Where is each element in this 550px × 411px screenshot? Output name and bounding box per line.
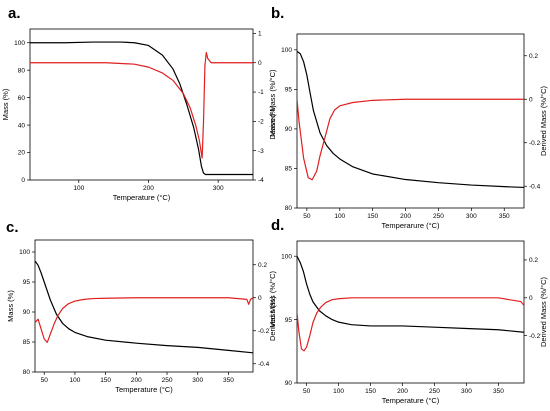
- y-tick-label: 95: [23, 279, 31, 286]
- y2-tick-label: -3: [258, 148, 264, 155]
- y2-tick-label: -0.2: [529, 140, 541, 147]
- plot-frame: [29, 28, 254, 181]
- y-tick-label: 60: [18, 95, 26, 102]
- x-tick-label: 150: [367, 213, 378, 220]
- y-tick-label: 100: [14, 40, 25, 47]
- mass-series-line: [30, 41, 253, 176]
- y-tick-label: 95: [285, 87, 293, 94]
- y-tick-label: 95: [285, 317, 293, 324]
- x-tick-label: 50: [303, 213, 311, 220]
- x-tick-label: 100: [73, 185, 84, 192]
- x-tick-label: 350: [223, 377, 234, 384]
- y-tick-label: 80: [285, 205, 293, 212]
- y2-tick-label: -0.2: [529, 333, 541, 340]
- y2-axis-label: Derived Mass (%/°C): [539, 276, 548, 347]
- y-tick-label: 100: [19, 249, 30, 256]
- x-tick-label: 150: [100, 377, 111, 384]
- x-tick-label: 300: [466, 213, 477, 220]
- x-tick-label: 150: [365, 388, 376, 395]
- y2-tick-label: 0.2: [258, 262, 267, 269]
- y-tick-label: 100: [281, 47, 292, 54]
- panel-label: b.: [271, 5, 284, 22]
- x-tick-label: 50: [303, 388, 311, 395]
- y2-axis-label: Derived Mass (%/°C): [268, 69, 277, 140]
- panel-label: d.: [271, 217, 284, 234]
- plot-frame: [296, 240, 525, 384]
- panel-label: c.: [6, 219, 19, 236]
- x-tick-label: 350: [493, 388, 504, 395]
- x-tick-label: 250: [429, 388, 440, 395]
- derived-mass-series-line: [297, 98, 524, 181]
- y-axis-label: Mass (%): [1, 88, 10, 120]
- y2-tick-label: -0.4: [529, 183, 541, 190]
- y-axis-label: Mass (%): [268, 296, 277, 328]
- y-tick-label: 80: [18, 67, 26, 74]
- panel-3: c. 50 100 150 200 250 300 350 80 85 90 95 100 0.2 0 -0.…: [6, 219, 277, 394]
- x-tick-label: 200: [143, 185, 154, 192]
- y2-tick-label: 1: [258, 31, 262, 38]
- y2-tick-label: 0.2: [529, 53, 538, 60]
- x-tick-label: 250: [162, 377, 173, 384]
- y2-axis-label: Derived Mass (%/°C): [268, 270, 277, 341]
- x-tick-label: 200: [397, 388, 408, 395]
- plot-frame: [34, 239, 254, 373]
- y2-tick-label: -2: [258, 119, 264, 126]
- x-axis-label: Temperarure (°C): [381, 221, 440, 230]
- y2-tick-label: 0: [529, 295, 533, 302]
- y2-tick-label: -4: [258, 177, 264, 184]
- x-tick-label: 50: [41, 377, 49, 384]
- panel-label: a.: [8, 5, 21, 22]
- x-axis-label: Temperature (°C): [113, 193, 171, 202]
- panel-4: d. 50 100 150 200 250 300 350 90 95 100 0.2 0 -0.2 Tem…: [268, 217, 548, 405]
- derived-mass-series-line: [297, 297, 524, 352]
- panel-1: a. 100 200 300 0 20 40 60 80 100 1 0 -1 -2 -3 -4 Tempera…: [1, 5, 277, 202]
- y-tick-label: 85: [23, 339, 31, 346]
- x-tick-label: 100: [333, 388, 344, 395]
- y-tick-label: 40: [18, 122, 26, 129]
- y-tick-label: 90: [23, 309, 31, 316]
- y-tick-label: 100: [281, 253, 292, 260]
- mass-series-line: [297, 255, 524, 333]
- y-tick-label: 0: [21, 177, 25, 184]
- x-tick-label: 100: [69, 377, 80, 384]
- y-tick-label: 90: [285, 380, 293, 387]
- y2-axis-label: Derived Mass (%/°C): [539, 85, 548, 156]
- x-tick-label: 200: [131, 377, 142, 384]
- y-tick-label: 85: [285, 166, 293, 173]
- panel-2: b. 50 100 150 200 250 300 350 80 85 90 95 100 0.2 0 -0.…: [268, 5, 548, 230]
- x-tick-label: 250: [433, 213, 444, 220]
- mass-series-line: [297, 50, 524, 189]
- y-tick-label: 80: [23, 369, 31, 376]
- y2-tick-label: -0.4: [258, 361, 270, 368]
- x-axis-label: Temperature (°C): [115, 385, 173, 394]
- x-tick-label: 300: [192, 377, 203, 384]
- x-tick-label: 100: [334, 213, 345, 220]
- plot-frame: [296, 33, 525, 209]
- x-tick-label: 200: [400, 213, 411, 220]
- y-tick-label: 90: [285, 126, 293, 133]
- derived-mass-series-line: [30, 51, 253, 159]
- y-tick-label: 20: [18, 150, 26, 157]
- y-axis-label: Mass (%): [6, 290, 15, 322]
- y2-tick-label: 0: [529, 96, 533, 103]
- y2-tick-label: -1: [258, 89, 264, 96]
- y2-tick-label: -0.2: [258, 328, 270, 335]
- y2-tick-label: 0: [258, 60, 262, 67]
- mass-series-line: [35, 260, 253, 354]
- x-axis-label: Temperature (°C): [382, 396, 440, 405]
- y2-tick-label: 0: [258, 295, 262, 302]
- x-tick-label: 300: [213, 185, 224, 192]
- y-axis-label: Mass (%): [268, 105, 277, 137]
- derived-mass-series-line: [35, 297, 253, 343]
- x-tick-label: 350: [499, 213, 510, 220]
- y2-tick-label: 0.2: [529, 257, 538, 264]
- x-tick-label: 300: [461, 388, 472, 395]
